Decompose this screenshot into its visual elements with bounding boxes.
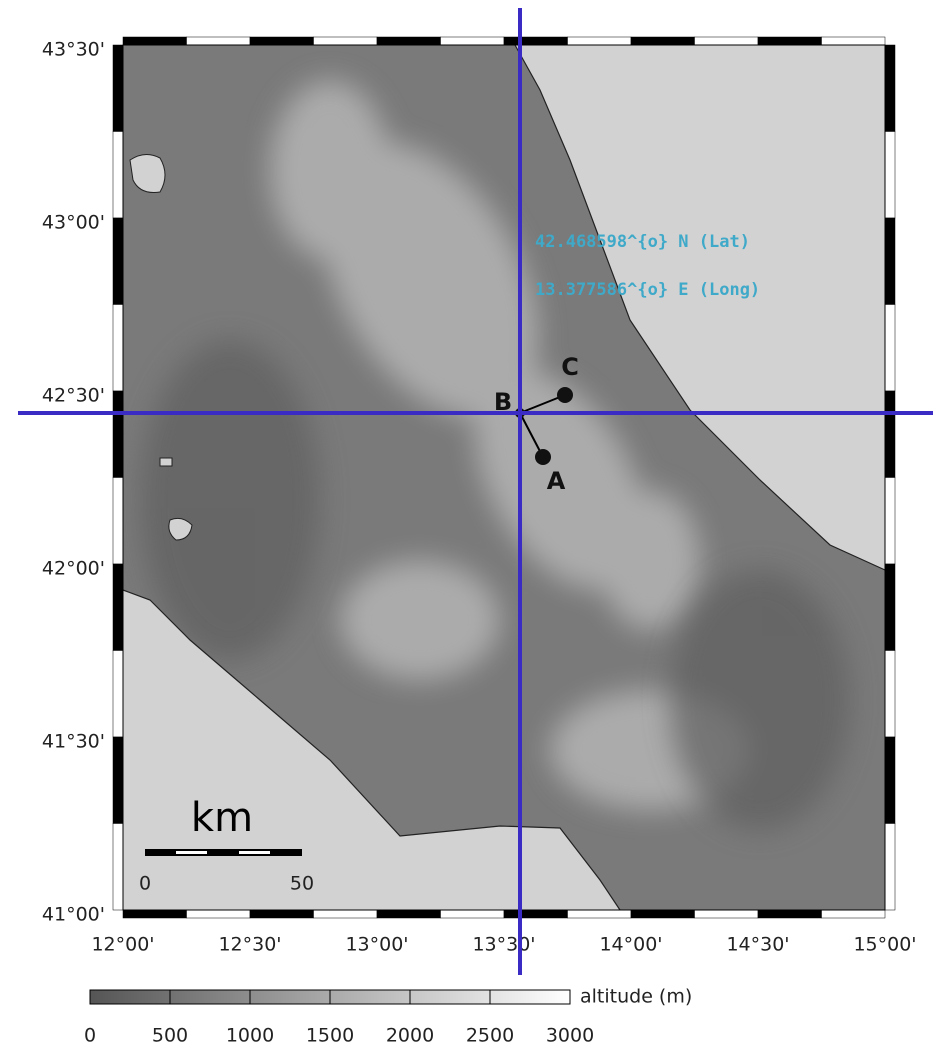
colorbar-tick-label: 1500 — [306, 1025, 354, 1047]
frame-segment — [822, 910, 886, 918]
lon-label: 14°00' — [599, 934, 662, 956]
point-label: A — [547, 467, 566, 495]
frame-segment — [113, 45, 123, 132]
frame-segment — [885, 564, 895, 651]
frame-segment — [113, 478, 123, 565]
colorbar-label: altitude (m) — [580, 986, 692, 1008]
lat-label: 41°30' — [42, 731, 105, 753]
lat-label: 43°00' — [42, 212, 105, 234]
frame-segment — [885, 391, 895, 478]
point-marker — [557, 387, 573, 403]
lon-label: 15°00' — [853, 934, 916, 956]
frame-segment — [758, 910, 822, 918]
scale-unit: km — [191, 795, 253, 841]
frame-segment — [695, 910, 759, 918]
lat-label: 42°30' — [42, 385, 105, 407]
frame-segment — [885, 45, 895, 132]
frame-segment — [377, 910, 441, 918]
scale-bar-seg — [239, 851, 270, 854]
frame-segment — [885, 132, 895, 219]
lon-label: 12°00' — [91, 934, 154, 956]
frame-segment — [187, 910, 251, 918]
frame-segment — [113, 305, 123, 392]
frame-segment — [113, 564, 123, 651]
colorbar-tick-label: 1000 — [226, 1025, 274, 1047]
frame-segment — [758, 37, 822, 45]
frame-segment — [113, 651, 123, 738]
frame-segment — [885, 305, 895, 392]
frame-segment — [504, 37, 568, 45]
scale-label: 50 — [290, 873, 314, 895]
frame-segment — [187, 37, 251, 45]
frame-segment — [314, 910, 378, 918]
frame-segment — [695, 37, 759, 45]
scale-bar-rect — [145, 849, 302, 856]
frame-segment — [113, 737, 123, 824]
colorbar-tick-label: 3000 — [546, 1025, 594, 1047]
frame-segment — [631, 37, 695, 45]
frame-segment — [568, 37, 632, 45]
frame-segment — [113, 218, 123, 305]
colorbar-tick-label: 0 — [84, 1025, 96, 1047]
colorbar-tick-label: 2000 — [386, 1025, 434, 1047]
scale-label: 0 — [139, 873, 151, 895]
frame-segment — [113, 824, 123, 911]
lon-label: 12°30' — [218, 934, 281, 956]
frame-segment — [441, 910, 505, 918]
lat-label: 43°30' — [42, 39, 105, 61]
point-marker — [535, 449, 551, 465]
frame-segment — [885, 737, 895, 824]
frame-segment — [885, 478, 895, 565]
frame-segment — [885, 824, 895, 911]
lon-label: 13°30' — [472, 934, 535, 956]
scale-bar-seg — [176, 851, 207, 854]
lake — [160, 458, 172, 466]
frame-segment — [441, 37, 505, 45]
frame-segment — [250, 910, 314, 918]
frame-segment — [885, 651, 895, 738]
colorbar-tick-label: 2500 — [466, 1025, 514, 1047]
frame-segment — [377, 37, 441, 45]
frame-segment — [113, 391, 123, 478]
lat-label: 42°00' — [42, 558, 105, 580]
lon-label: 14°30' — [726, 934, 789, 956]
frame-segment — [113, 132, 123, 219]
map-figure: 43°30' 43°00' 42°30' 42°00' 41°30' 41°00' 12°0… — [0, 0, 933, 1052]
annotation-lat: 42.468598^{o} N (Lat) — [535, 232, 750, 252]
frame-segment — [250, 37, 314, 45]
colorbar: altitude (m) 0 500 1000 1500 2000 2500 3000 — [84, 986, 692, 1047]
frame-segment — [504, 910, 568, 918]
frame-segment — [123, 910, 187, 918]
annotation-lon: 13.377586^{o} E (Long) — [535, 280, 760, 300]
frame-segment — [631, 910, 695, 918]
frame-segment — [123, 37, 187, 45]
frame-segment — [885, 218, 895, 305]
lon-label: 13°00' — [345, 934, 408, 956]
frame-segment — [822, 37, 886, 45]
frame-segment — [568, 910, 632, 918]
point-label: C — [561, 353, 579, 381]
colorbar-tick-label: 500 — [152, 1025, 188, 1047]
lat-label: 41°00' — [42, 904, 105, 926]
frame-segment — [314, 37, 378, 45]
